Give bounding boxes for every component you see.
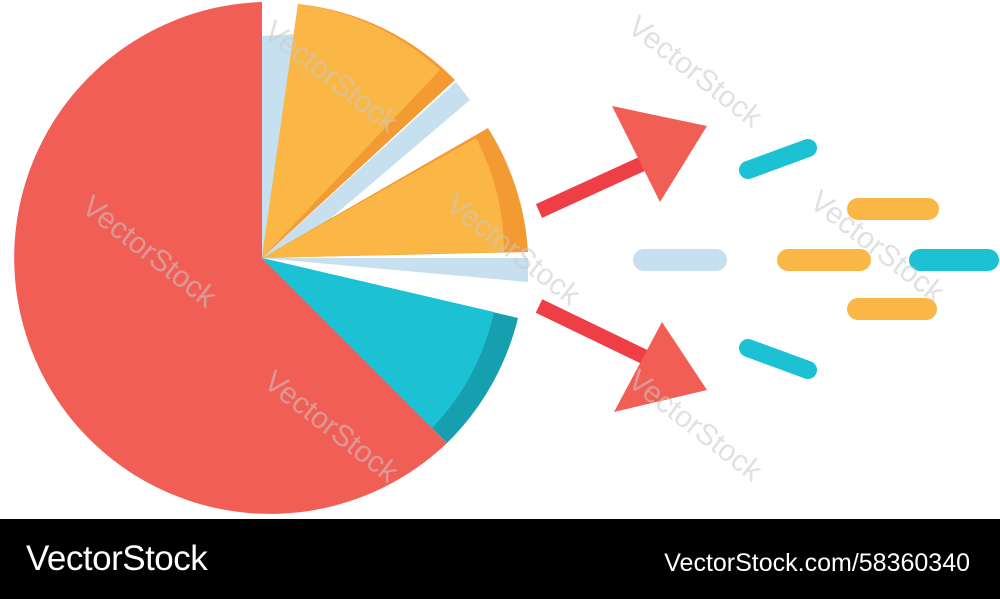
pie-slice-teal: [262, 258, 494, 428]
pie-gap-middle: [262, 82, 470, 258]
speed-dash-icon: [633, 139, 999, 379]
watermark-footer: VectorStock VectorStock.com/58360340: [0, 519, 1000, 599]
footer-brand: VectorStock: [26, 539, 208, 578]
pie-slice-orange-top: [262, 4, 440, 258]
pie-chart-illustration: VectorStock VectorStock VectorStock Vect…: [14, 2, 999, 514]
dash-teal-upper: [739, 139, 817, 179]
arrow-down-right-icon: [535, 299, 707, 412]
pie-gap-bottom: [262, 258, 528, 282]
footer-image-id: VectorStock.com/58360340: [664, 549, 970, 577]
dash-teal-lower: [739, 339, 817, 379]
arrow-up-right-icon: [535, 106, 707, 218]
pie-slice-red: [14, 2, 448, 514]
pie-slice-orange-middle: [262, 138, 505, 258]
